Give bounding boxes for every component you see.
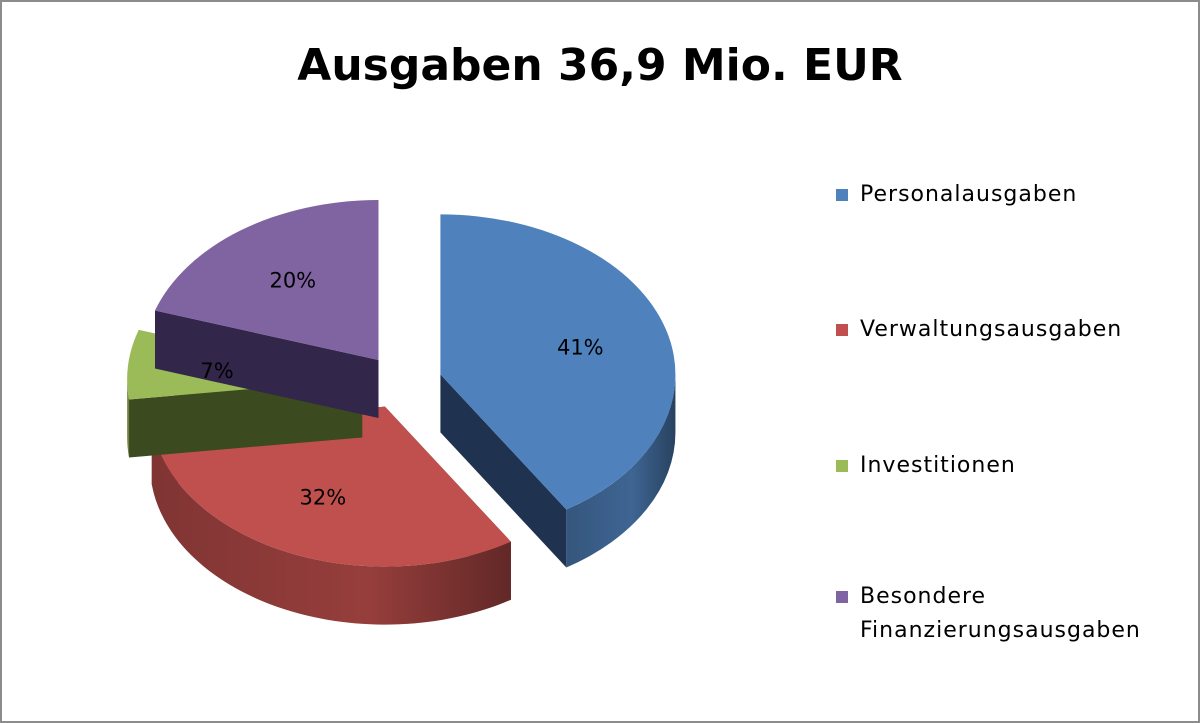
data-label-investitionen: 7%	[200, 359, 233, 383]
data-label-verwaltungsausgaben: 32%	[300, 485, 347, 509]
slice-cut-face	[154, 310, 379, 418]
legend-label: Personalausgaben	[860, 182, 1078, 207]
pie-slice-besondere-finanzierungsausgaben	[154, 199, 379, 418]
legend-label: Besondere Finanzierungsausgaben	[860, 584, 1141, 643]
chart-title: Ausgaben 36,9 Mio. EUR	[297, 40, 903, 91]
legend-item-investitionen: Investitionen	[836, 449, 1190, 483]
data-label-personalausgaben: 41%	[557, 336, 604, 360]
slice-cut-face	[440, 374, 567, 568]
legend-item-personalausgaben: Personalausgaben	[836, 178, 1190, 212]
legend-label: Verwaltungsausgaben	[860, 317, 1123, 342]
slice-top	[440, 214, 676, 510]
legend-swatch	[836, 324, 848, 336]
slice-side-shading	[151, 426, 511, 625]
slice-top	[154, 199, 379, 360]
slice-side-shading	[127, 379, 130, 458]
pie-slice-personalausgaben	[440, 214, 676, 568]
legend-swatch	[836, 189, 848, 201]
legend-item-verwaltungsausgaben: Verwaltungsausgaben	[836, 313, 1190, 347]
legend-label: Investitionen	[860, 453, 1016, 478]
legend-item-besondere-finanzierungsausgaben: Besondere Finanzierungsausgaben	[836, 580, 1190, 648]
legend-swatch	[836, 591, 848, 603]
legend-swatch	[836, 460, 848, 472]
data-label-besondere-finanzierungsausgaben: 20%	[269, 269, 316, 293]
slice-side-shading	[566, 374, 676, 568]
